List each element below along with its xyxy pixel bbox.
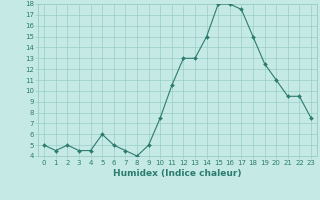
X-axis label: Humidex (Indice chaleur): Humidex (Indice chaleur) xyxy=(113,169,242,178)
